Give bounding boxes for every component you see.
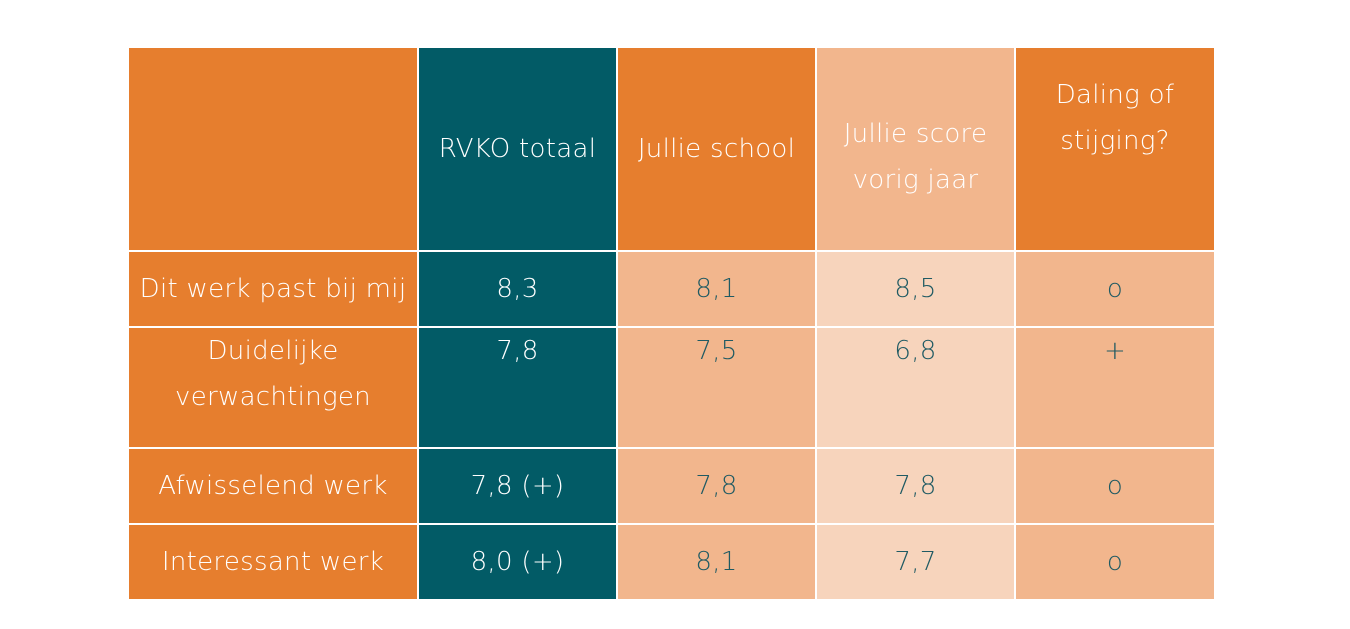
cell-school: 8,1 <box>616 250 817 328</box>
cell-rvko: 7,8 <box>417 326 618 449</box>
row-label: Afwisselend werk <box>127 447 419 525</box>
row-label: Interessant werk <box>127 523 419 601</box>
cell-previous: 7,7 <box>815 523 1016 601</box>
cell-school: 7,8 <box>616 447 817 525</box>
cell-school: 8,1 <box>616 523 817 601</box>
cell-previous: 8,5 <box>815 250 1016 328</box>
table-row: Afwisselend werk 7,8 (+) 7,8 7,8 o <box>127 447 1216 525</box>
header-empty <box>127 46 419 252</box>
cell-rvko: 8,0 (+) <box>417 523 618 601</box>
cell-trend: o <box>1014 523 1216 601</box>
table-row: Duidelijke verwachtingen 7,8 7,5 6,8 + <box>127 326 1216 449</box>
cell-rvko: 8,3 <box>417 250 618 328</box>
header-jullie-school: Jullie school <box>616 46 817 252</box>
header-rvko-totaal: RVKO totaal <box>417 46 618 252</box>
cell-trend: o <box>1014 250 1216 328</box>
cell-trend: + <box>1014 326 1216 449</box>
header-daling-stijging: Daling of stijging? <box>1014 46 1216 252</box>
score-table: RVKO totaal Jullie school Jullie score v… <box>127 46 1216 601</box>
table-row: Dit werk past bij mij 8,3 8,1 8,5 o <box>127 250 1216 328</box>
row-label: Duidelijke verwachtingen <box>127 326 419 449</box>
table-row: Interessant werk 8,0 (+) 8,1 7,7 o <box>127 523 1216 601</box>
header-row: RVKO totaal Jullie school Jullie score v… <box>127 46 1216 252</box>
cell-school: 7,5 <box>616 326 817 449</box>
row-label: Dit werk past bij mij <box>127 250 419 328</box>
cell-trend: o <box>1014 447 1216 525</box>
cell-previous: 6,8 <box>815 326 1016 449</box>
header-vorig-jaar: Jullie score vorig jaar <box>815 46 1016 252</box>
cell-rvko: 7,8 (+) <box>417 447 618 525</box>
cell-previous: 7,8 <box>815 447 1016 525</box>
